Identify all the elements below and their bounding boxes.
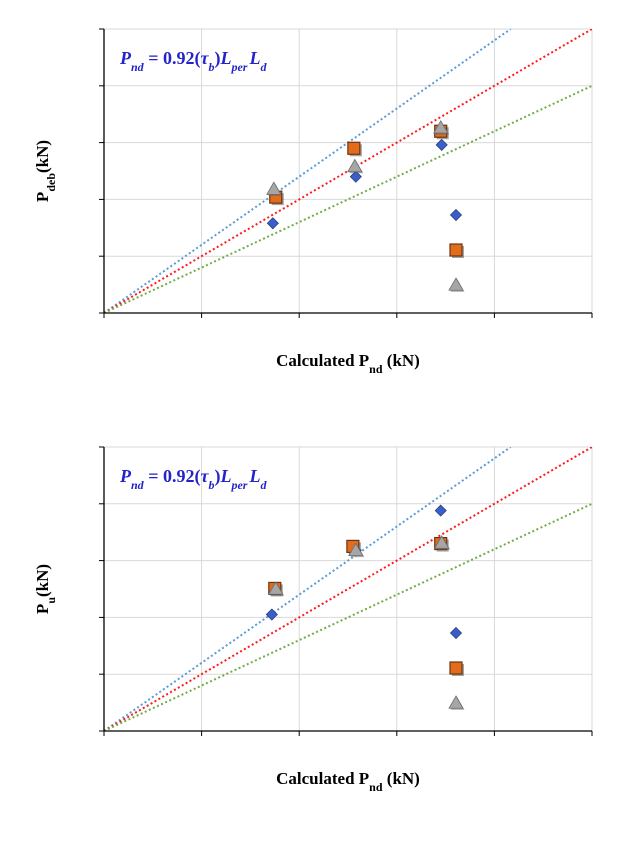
equation-annotation: Pnd = 0.92(τb)Lper Ld (119, 466, 267, 492)
data-point-diamond (434, 504, 447, 517)
x-axis-title: Calculated Pnd (kN) (276, 769, 420, 794)
data-point-triangle (348, 542, 364, 557)
reference-lines (104, 447, 592, 731)
series-triangle (266, 120, 450, 196)
debonding-chart: Calculated Pnd (kN) Pdeb(kN) Pnd = 0.92(τb… (33, 28, 593, 376)
y-axis-title: Pdeb(kN) (33, 140, 58, 202)
series-diamond (266, 138, 448, 230)
plot-area (104, 447, 592, 731)
legend (448, 208, 465, 292)
legend-marker-diamond (449, 626, 463, 640)
legend-marker-triangle (448, 277, 464, 291)
legend-marker-square (449, 243, 463, 257)
data-points (265, 504, 451, 621)
data-point-diamond (435, 138, 448, 151)
legend-marker-triangle (448, 695, 464, 709)
reference-line-plus20 (104, 29, 512, 313)
data-point-triangle (434, 535, 450, 549)
chart-panel-ultimate: Calculated Pnd (kN) Pu(kN) Pnd = 0.92(τb)L… (0, 430, 632, 860)
series-triangle (268, 535, 451, 596)
data-point-diamond (265, 608, 278, 621)
legend-marker-square (449, 661, 463, 675)
reference-line-plus20 (104, 447, 512, 731)
x-axis-title: Calculated Pnd (kN) (276, 351, 420, 376)
legend-marker-diamond (449, 208, 463, 222)
data-point-square (347, 141, 361, 155)
chart-panel-debonding: Calculated Pnd (kN) Pdeb(kN) Pnd = 0.92(τb… (33, 28, 593, 376)
data-points (266, 120, 450, 230)
data-point-diamond (349, 170, 362, 183)
data-point-triangle (268, 581, 284, 595)
equation-annotation: Pnd = 0.92(τb)Lper Ld (119, 48, 267, 74)
data-point-triangle (266, 181, 282, 195)
data-point-triangle (347, 158, 363, 173)
ultimate-chart: Calculated Pnd (kN) Pu(kN) Pnd = 0.92(τb)L… (33, 446, 593, 794)
reference-lines (104, 29, 592, 313)
y-axis-title: Pu(kN) (33, 564, 58, 614)
legend (448, 626, 465, 710)
data-point-triangle (433, 120, 449, 134)
data-point-diamond (266, 217, 279, 230)
